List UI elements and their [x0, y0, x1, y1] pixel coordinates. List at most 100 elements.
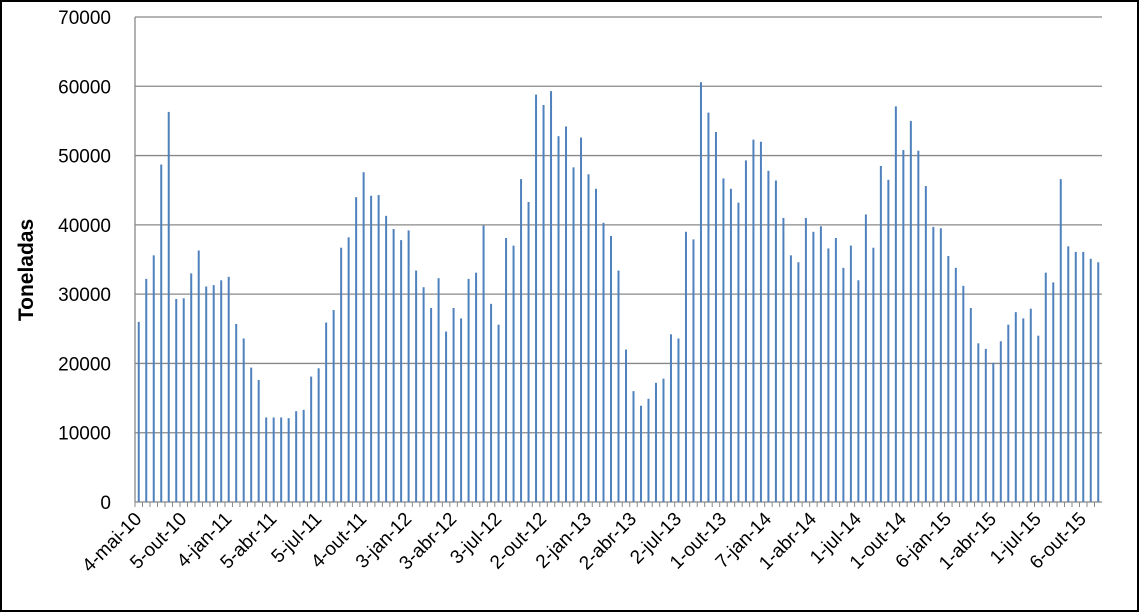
bar [954, 267, 957, 502]
bar [1074, 251, 1077, 502]
bar [580, 137, 583, 503]
bar [1089, 258, 1092, 502]
bar [639, 405, 642, 502]
y-tick-label: 70000 [58, 8, 111, 29]
bar [302, 409, 305, 502]
bar [662, 378, 665, 502]
bar [437, 278, 440, 502]
bar [909, 120, 912, 502]
bar [834, 238, 837, 502]
bar [939, 228, 942, 503]
bar [1014, 312, 1017, 502]
bar [699, 82, 702, 502]
bar [804, 217, 807, 502]
bar [422, 287, 425, 502]
bar [992, 362, 995, 502]
bar [137, 321, 140, 502]
bar [789, 255, 792, 502]
bar [1029, 308, 1032, 502]
bar [505, 238, 508, 502]
bar [1044, 272, 1047, 502]
bar [160, 164, 163, 503]
bar [220, 280, 223, 502]
bar [879, 165, 882, 502]
bar [205, 286, 208, 502]
bar [265, 417, 268, 502]
bar [535, 94, 538, 502]
bar [872, 247, 875, 502]
bar [572, 167, 575, 502]
bar [729, 188, 732, 503]
bar [385, 215, 388, 502]
bar [317, 368, 320, 502]
bar [370, 195, 373, 502]
bar [190, 273, 193, 502]
y-tick-label: 40000 [58, 216, 111, 237]
bar [340, 247, 343, 502]
bar [1059, 179, 1062, 502]
bar [242, 338, 245, 502]
bar [392, 229, 395, 502]
bar [894, 106, 897, 502]
bar [460, 318, 463, 502]
bar [759, 141, 762, 502]
bar [332, 310, 335, 502]
bar [1082, 251, 1085, 502]
bar [595, 188, 598, 503]
bar [197, 250, 200, 502]
bar [610, 235, 613, 502]
bar [902, 150, 905, 502]
bar [542, 104, 545, 502]
bar [527, 201, 530, 502]
bar [849, 245, 852, 502]
bar [280, 417, 283, 502]
bar [737, 202, 740, 502]
bar [512, 245, 515, 502]
y-axis-title: Toneladas [15, 219, 38, 321]
bar [977, 343, 980, 502]
bar [1052, 282, 1055, 502]
bar [1097, 262, 1100, 502]
bar [819, 226, 822, 502]
bar [250, 367, 253, 502]
bar [677, 338, 680, 502]
bar [1037, 335, 1040, 502]
bar [647, 398, 650, 502]
bar [587, 174, 590, 502]
bar [257, 380, 260, 502]
bar [1022, 318, 1025, 502]
bar [452, 308, 455, 502]
bar [347, 237, 350, 503]
bar [295, 411, 298, 502]
y-tick-label: 50000 [58, 147, 111, 168]
bar [924, 186, 927, 503]
bar [557, 136, 560, 502]
bar [287, 418, 290, 502]
bar [212, 285, 215, 502]
bar [797, 262, 800, 502]
bar [632, 391, 635, 502]
bar [550, 91, 553, 502]
bar [812, 231, 815, 503]
bar [467, 278, 470, 502]
bar [767, 170, 770, 503]
bar [272, 417, 275, 502]
bar [857, 280, 860, 502]
bar [617, 270, 620, 502]
bar [310, 376, 313, 502]
bar [624, 349, 627, 502]
bar [782, 217, 785, 502]
bar [227, 276, 230, 502]
bar [520, 179, 523, 502]
bar [984, 348, 987, 502]
y-tick-label: 60000 [58, 77, 111, 98]
bar [669, 334, 672, 502]
bar [355, 197, 358, 502]
y-tick-label: 20000 [58, 354, 111, 375]
bar [947, 256, 950, 502]
bar [827, 248, 830, 502]
bar [497, 324, 500, 502]
bar [565, 126, 568, 502]
bar [714, 132, 717, 502]
